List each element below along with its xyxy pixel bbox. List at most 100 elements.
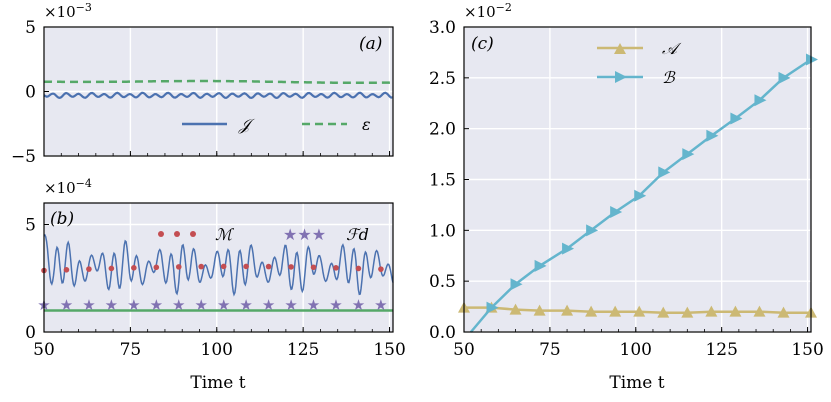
marker-Fd: ★ (262, 296, 275, 314)
marker-B (610, 206, 623, 219)
marker-A (729, 305, 742, 317)
marker-M (131, 265, 137, 271)
marker-M (355, 265, 362, 272)
marker-B (806, 53, 818, 66)
marker-A (681, 306, 694, 318)
marker-B (562, 242, 575, 255)
panel-c-multiplier: ×10−2 (464, 1, 512, 21)
ytick-label: 3.0 (429, 18, 456, 38)
marker-Fd: ★ (82, 296, 95, 314)
marker-B (534, 259, 547, 272)
marker-M (175, 264, 182, 270)
marker-B (634, 189, 647, 202)
marker-M (220, 263, 227, 270)
marker-Fd: ★ (374, 296, 387, 314)
ytick-label: 0 (25, 323, 36, 343)
xtick-label: 125 (705, 340, 737, 360)
marker-Fd: ★ (127, 296, 140, 314)
marker-M (288, 264, 294, 270)
marker-A (657, 306, 670, 318)
ytick-label: 1.5 (429, 171, 456, 191)
marker-M (333, 265, 339, 271)
marker-M (153, 264, 160, 271)
panel-a: 50−5 ×10−3 (a) 𝒥 ε (11, 1, 394, 167)
legend-A: 𝒜 (662, 39, 682, 58)
ytick-label: 2.5 (429, 69, 456, 89)
xtick-label: 50 (33, 340, 55, 360)
legend-Fd: ℱd (346, 225, 369, 244)
marker-A (585, 305, 598, 317)
marker-A (705, 305, 718, 317)
marker-B (730, 112, 743, 125)
ytick-label: 2.0 (429, 120, 456, 140)
marker-Fd: ★ (172, 296, 185, 314)
marker-M (378, 266, 384, 272)
marker-B (754, 94, 767, 107)
panel-b-xlabel: Time t (190, 373, 245, 393)
xtick-label: 75 (539, 340, 561, 360)
xtick-label: 100 (201, 340, 233, 360)
marker-Fd: ★ (217, 296, 230, 314)
marker-A (561, 304, 574, 316)
marker-B (658, 166, 671, 179)
ytick-label: 5 (25, 18, 36, 38)
marker-Fd: ★ (352, 296, 365, 314)
marker-M (265, 263, 272, 270)
marker-Fd: ★ (60, 296, 73, 314)
marker-M (63, 267, 70, 273)
ytick-label: 0.0 (429, 323, 456, 343)
axes-frame (43, 202, 394, 333)
marker-B (778, 71, 791, 84)
panel-a-multiplier: ×10−3 (44, 1, 92, 21)
series-epsilon (44, 79, 393, 84)
xtick-label: 150 (373, 340, 405, 360)
marker-A (753, 305, 766, 317)
ytick-label: −5 (11, 147, 36, 167)
marker-A (509, 303, 522, 315)
xtick-label: 100 (620, 340, 652, 360)
panel-b-legend: ℳ ★★★ ℱd (158, 225, 369, 244)
marker-A (533, 304, 546, 316)
series-oscillation (43, 233, 394, 297)
marker-B (706, 129, 719, 142)
panel-c-xlabel: Time t (609, 373, 664, 393)
panel-b-multiplier: ×10−4 (44, 177, 92, 197)
svg-text:★★★: ★★★ (283, 225, 326, 244)
marker-A (633, 305, 646, 317)
marker-B (486, 301, 499, 314)
marker-B (586, 224, 599, 237)
series-J (43, 91, 393, 100)
panel-b-label: (b) (50, 209, 74, 229)
marker-B (510, 278, 523, 291)
marker-Fd: ★ (307, 296, 320, 314)
panel-c: 50 75 100 125 150 3.0 2.5 2.0 1.5 1.0 0.5 0.0 ×10−2… (429, 1, 824, 393)
ytick-label: 1.0 (429, 221, 456, 241)
marker-M (310, 264, 317, 271)
marker-M (108, 265, 115, 272)
ytick-label: 5 (25, 216, 36, 236)
xtick-label: 150 (791, 340, 823, 360)
marker-Fd: ★ (194, 296, 207, 314)
marker-Fd: ★ (284, 296, 297, 314)
legend-epsilon: ε (362, 115, 371, 134)
marker-A (609, 305, 622, 317)
marker-M (198, 263, 205, 270)
marker-Fd: ★ (150, 296, 163, 314)
xtick-label: 50 (453, 340, 475, 360)
marker-Fd: ★ (105, 296, 118, 314)
xtick-label: 75 (120, 340, 142, 360)
axes-frame (43, 26, 394, 157)
marker-Fd: ★ (329, 296, 342, 314)
marker-A (777, 306, 790, 318)
marker-B (682, 148, 695, 161)
ytick-label: 0.5 (429, 272, 456, 292)
ytick-label: 0 (25, 83, 36, 103)
panel-c-legend: 𝒜 ℬ (597, 39, 682, 87)
panel-c-label: (c) (471, 34, 494, 54)
marker-Fd: ★ (239, 296, 252, 314)
axes-frame (463, 26, 812, 333)
marker-M (86, 266, 92, 272)
marker-M (243, 263, 249, 270)
legend-M: ℳ (215, 225, 235, 244)
